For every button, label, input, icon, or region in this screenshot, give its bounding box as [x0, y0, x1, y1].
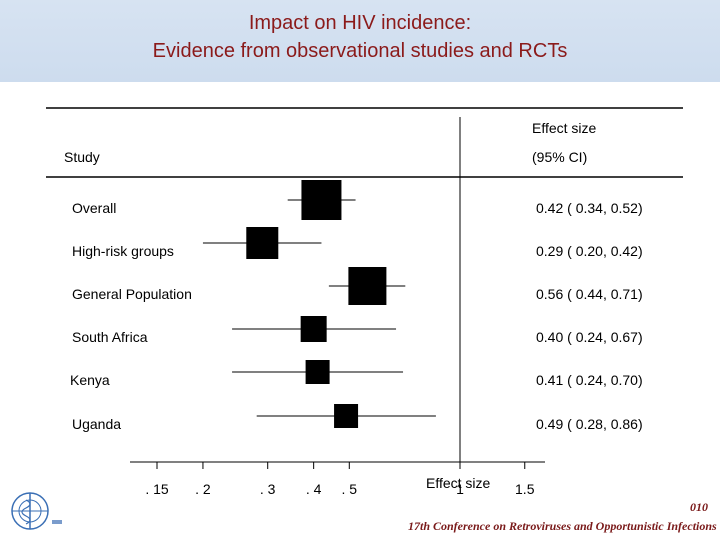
title-banner: Impact on HIV incidence: Evidence from o… [0, 0, 720, 82]
row-label: General Population [72, 286, 192, 302]
row-label: Kenya [70, 372, 110, 388]
slide-number: 010 [690, 500, 708, 514]
row-label: Overall [72, 200, 117, 216]
row-ci-text: 0.49 ( 0.28, 0.86) [536, 416, 643, 432]
estimate-marker [246, 227, 279, 259]
row-label: Uganda [72, 416, 122, 432]
who-emblem-icon [11, 492, 62, 530]
conference-name: 17th Conference on Retroviruses and Oppo… [408, 519, 717, 533]
x-tick-label: . 3 [260, 481, 276, 497]
row-ci-text: 0.56 ( 0.44, 0.71) [536, 286, 643, 302]
x-tick-label: . 15 [145, 481, 169, 497]
page-title-line-2: Evidence from observational studies and … [152, 40, 568, 62]
x-axis-label: Effect size [426, 475, 491, 491]
estimate-marker [305, 360, 330, 384]
effect-size-column-header: Effect size [532, 120, 597, 136]
row-label: South Africa [72, 329, 148, 345]
row-ci-text: 0.29 ( 0.20, 0.42) [536, 243, 643, 259]
page-title-line-1: Impact on HIV incidence: [248, 12, 472, 34]
row-ci-text: 0.42 ( 0.34, 0.52) [536, 200, 643, 216]
estimate-marker [334, 404, 359, 428]
estimate-marker [300, 316, 327, 342]
row-ci-text: 0.41 ( 0.24, 0.70) [536, 372, 643, 388]
estimate-marker [301, 180, 342, 220]
x-tick-label: 1.5 [515, 481, 535, 497]
x-tick-label: . 4 [306, 481, 322, 497]
study-column-header: Study [64, 149, 100, 165]
row-label: High-risk groups [72, 243, 174, 259]
x-tick-label: . 5 [342, 481, 358, 497]
row-ci-text: 0.40 ( 0.24, 0.67) [536, 329, 643, 345]
estimate-marker [348, 267, 387, 305]
x-tick-label: . 2 [195, 481, 211, 497]
ci-column-header: (95% CI) [532, 149, 588, 165]
x-tick-label: 1 [456, 481, 464, 497]
